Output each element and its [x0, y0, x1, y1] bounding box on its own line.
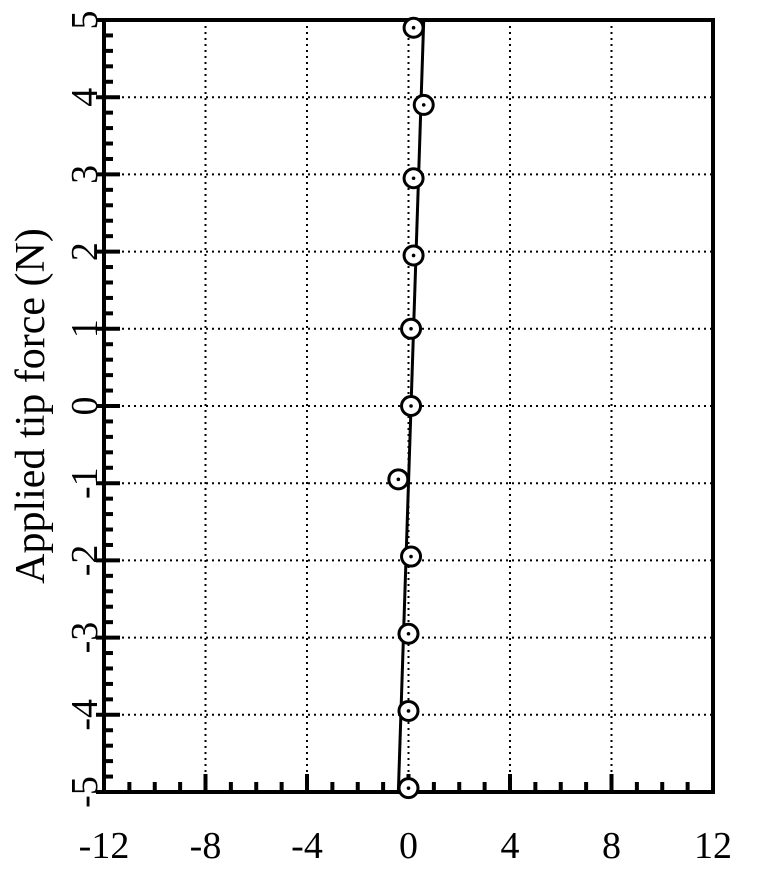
major-ticks [96, 18, 715, 794]
x-tick-label: 8 [602, 825, 621, 867]
data-point-dot [396, 477, 401, 482]
minor-ticks [104, 33, 690, 792]
y-tick-label: -2 [64, 545, 106, 577]
y-tick-label: 4 [64, 88, 106, 107]
data-point-dot [421, 103, 426, 107]
y-tick-labels: -5 -4 -3 -2 -1 0 1 2 3 4 5 [64, 11, 106, 808]
y-tick-label: 0 [64, 397, 106, 416]
data-point-dot [406, 709, 411, 713]
data-point-dot [411, 176, 416, 181]
x-tick-label: 0 [399, 825, 418, 867]
x-tick-label: 12 [694, 825, 732, 867]
data-point-dot [406, 786, 411, 790]
y-axis-title: Applied tip force (N) [8, 228, 54, 584]
y-tick-label: 1 [64, 319, 106, 338]
data-point-dot [409, 554, 413, 559]
y-tick-label: -3 [64, 622, 106, 654]
data-point-dot [411, 25, 416, 30]
y-tick-label: -5 [64, 776, 106, 808]
y-tick-label: 2 [64, 242, 106, 261]
x-tick-label: -12 [79, 825, 130, 867]
y-tick-label: -1 [64, 467, 106, 499]
x-tick-label: -4 [291, 825, 323, 867]
x-tick-labels: -12 -8 -4 0 4 8 12 [79, 825, 732, 867]
data-point-dot [409, 404, 413, 408]
x-tick-label: 4 [501, 825, 520, 867]
data-point-dot [406, 631, 411, 636]
y-tick-label: 3 [64, 165, 106, 184]
y-tick-label: -4 [64, 699, 106, 731]
data-point-dot [409, 327, 413, 331]
y-tick-label: 5 [64, 11, 106, 30]
data-points [387, 16, 435, 800]
x-tick-label: -8 [190, 825, 222, 867]
data-point-dot [411, 253, 416, 258]
